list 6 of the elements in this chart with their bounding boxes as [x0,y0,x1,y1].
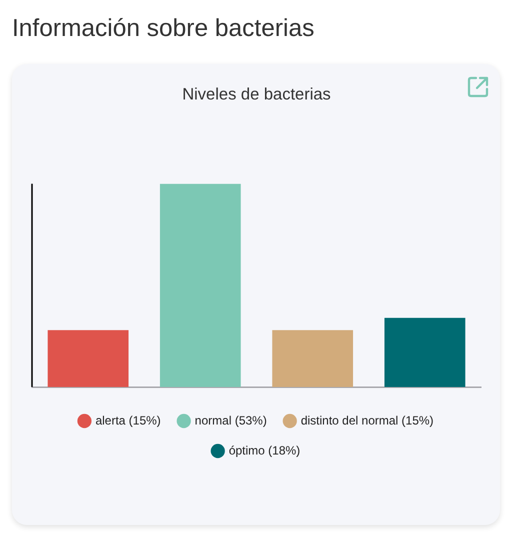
legend-label: normal (53%) [194,413,267,428]
legend-label: distinto del normal (15%) [300,413,434,428]
chart-subtitle: Niveles de bacterias [182,85,331,104]
legend-label: alerta (15%) [95,413,161,428]
chart-title: Información sobre bacterias [12,15,314,43]
legend-label: óptimo (18%) [228,443,300,458]
